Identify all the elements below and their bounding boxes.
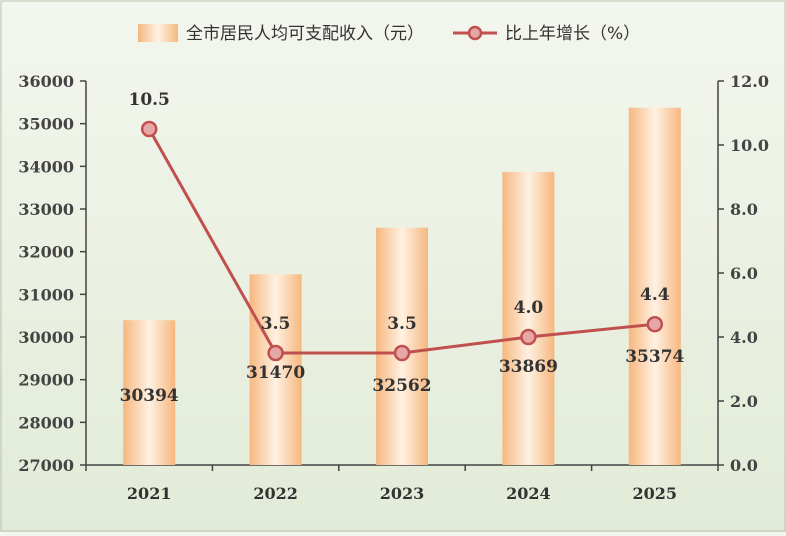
line-value-label: 10.5	[128, 90, 169, 110]
line-point	[520, 328, 537, 346]
y-left-tick-label: 31000	[18, 285, 74, 304]
y-right-tick-label: 4.0	[730, 328, 758, 347]
bar	[502, 171, 555, 465]
legend-bar-label: 全市居民人均可支配收入（元）	[186, 24, 424, 44]
line-point	[267, 344, 284, 362]
y-left-tick-label: 33000	[18, 200, 74, 219]
line-value-label: 3.5	[387, 314, 417, 334]
bar	[123, 320, 176, 465]
x-tick-label: 2022	[253, 484, 298, 503]
x-tick-label: 2023	[380, 484, 425, 503]
line-point	[646, 315, 664, 333]
y-right-tick-label: 2.0	[730, 392, 758, 411]
line-point	[140, 120, 158, 138]
bar-value-label: 31470	[246, 363, 305, 383]
y-left-tick-label: 30000	[18, 328, 74, 347]
y-right-tick-label: 10.0	[730, 136, 769, 155]
y-left-tick-label: 28000	[18, 413, 74, 432]
data-labels: 30394 31470 32562 33869 35374 10.5 3.5 3.5 4.0 4.…	[120, 90, 685, 406]
bars	[123, 107, 681, 465]
bar	[249, 274, 302, 465]
y-left-tick-label: 32000	[18, 243, 74, 262]
y-right-tick-label: 0.0	[730, 456, 758, 475]
line-point	[393, 344, 411, 362]
y-left-tick-label: 34000	[18, 157, 74, 176]
line-value-label: 4.4	[640, 285, 670, 305]
y-right-tick-label: 6.0	[730, 264, 758, 283]
growth-line	[140, 120, 664, 362]
bar-value-label: 33869	[499, 357, 558, 377]
legend-line-label: 比上年增长（%）	[505, 24, 640, 44]
x-tick-label: 2021	[127, 484, 172, 503]
line-value-label: 3.5	[261, 314, 291, 334]
y-left-tick-label: 35000	[18, 115, 74, 134]
x-tick-label: 2025	[633, 484, 678, 503]
bar-value-label: 35374	[625, 347, 684, 367]
legend: 全市居民人均可支配收入（元） 比上年增长（%）	[138, 24, 640, 44]
y-left-tick-label: 36000	[18, 72, 74, 91]
x-tick-label: 2024	[506, 484, 551, 503]
y-right-tick-label: 8.0	[730, 200, 758, 219]
legend-line-marker	[467, 25, 483, 41]
legend-bar-swatch	[138, 24, 178, 42]
bar-value-label: 32562	[372, 376, 431, 396]
axes: 27000 28000 29000 30000 31000 32000 33000 34000…	[18, 72, 769, 503]
line-value-label: 4.0	[514, 298, 544, 318]
y-right-tick-label: 12.0	[730, 72, 769, 91]
y-left-tick-label: 29000	[18, 371, 74, 390]
y-left-tick-label: 27000	[18, 456, 74, 475]
bar-value-label: 30394	[120, 386, 179, 406]
bar	[628, 107, 681, 465]
